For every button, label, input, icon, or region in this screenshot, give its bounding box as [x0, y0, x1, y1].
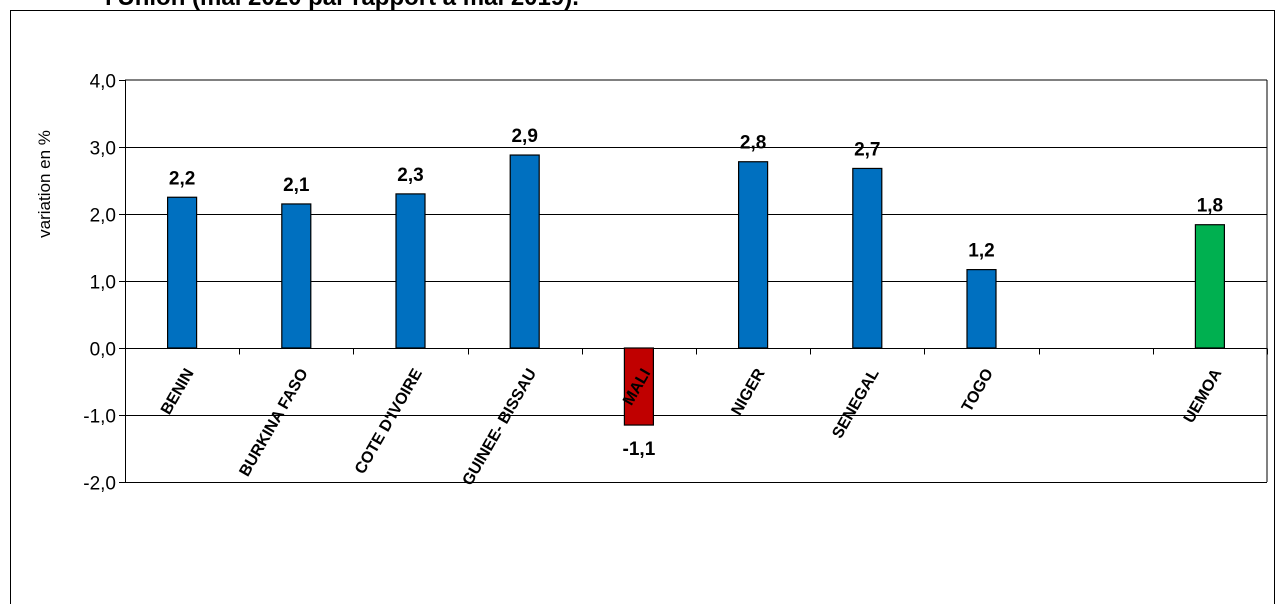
axes: 4,0 3,0 2,0 1,0 0,0 -1,0 -2,0: [83, 72, 1268, 495]
x-tick-label: NIGER: [729, 366, 769, 419]
chart-frame: [10, 10, 1275, 604]
x-tick-label: UEMOA: [1181, 366, 1226, 426]
y-axis-label: variation en %: [35, 130, 54, 238]
data-label: 2,7: [854, 139, 880, 160]
bar: [623, 347, 655, 426]
y-tick-label: -2,0: [83, 474, 116, 495]
data-label: 2,3: [397, 165, 423, 186]
bar: [966, 269, 997, 349]
x-tick-label: COTE D'IVOIRE: [352, 366, 426, 477]
data-label: 1,2: [968, 241, 994, 262]
bar: [167, 196, 198, 349]
y-tick-label: -1,0: [83, 407, 116, 428]
bar: [737, 161, 769, 349]
y-tick-label: 2,0: [90, 206, 116, 227]
chart-title: l'Union (mai 2020 par rapport à mai 2019…: [105, 0, 579, 11]
labels: 2,2 BENIN 2,1 BURKINA FASO 2,3 COTE D'IVOIRE 2…: [158, 126, 1226, 488]
data-label: 2,8: [740, 133, 766, 154]
bar: [395, 193, 426, 349]
data-label: 2,2: [169, 168, 195, 189]
data-label: 2,9: [511, 126, 537, 147]
x-tick-label: BURKINA FASO: [236, 366, 311, 479]
y-tick-label: 4,0: [90, 72, 116, 93]
y-tick-label: 3,0: [90, 139, 116, 160]
bar: [509, 154, 540, 349]
bar: [1194, 224, 1226, 349]
data-label: 1,8: [1197, 196, 1223, 217]
y-tick-label: 1,0: [90, 273, 116, 294]
x-tick-label: TOGO: [959, 366, 997, 415]
x-tick-label: BENIN: [158, 366, 198, 418]
y-tick-label: 0,0: [90, 340, 116, 361]
x-tick-label: GUINEE- BISSAU: [460, 366, 541, 488]
x-tick-label: SENEGAL: [829, 366, 883, 442]
data-label: 2,1: [283, 175, 310, 196]
data-label: -1,1: [623, 439, 656, 460]
bar: [852, 167, 883, 349]
bar: [281, 203, 312, 349]
bars: [167, 154, 1226, 426]
